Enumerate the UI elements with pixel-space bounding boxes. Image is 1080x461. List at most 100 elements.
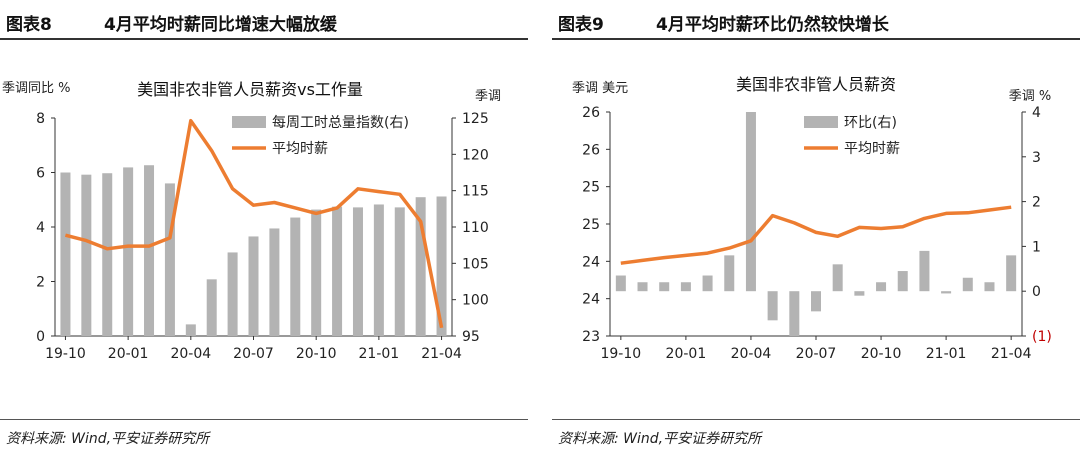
figure-title: 4月平均时薪环比仍然较快增长 [656, 15, 889, 35]
left-tick-label: 25 [582, 217, 600, 233]
left-tick-label: 2 [36, 275, 45, 291]
footer-rule [0, 419, 528, 420]
left-axis-label: 季调同比 % [2, 81, 71, 96]
series-line [620, 205, 1012, 265]
bar [724, 255, 735, 292]
legend-bar-swatch [232, 116, 266, 128]
right-tick-label: 115 [462, 184, 489, 200]
figure-title: 4月平均时薪同比增速大幅放缓 [104, 15, 337, 35]
bar [227, 252, 238, 336]
x-tick-label: 19-10 [45, 346, 86, 362]
bar [1006, 255, 1017, 292]
x-tick-label: 21-04 [991, 346, 1032, 362]
x-tick-label: 21-01 [926, 346, 967, 362]
bar [745, 112, 756, 292]
right-axis-label: 季调 % [1009, 89, 1052, 104]
bar [102, 173, 113, 336]
bar [269, 228, 280, 336]
x-tick-label: 19-10 [600, 346, 641, 362]
left-tick-label: 24 [582, 254, 600, 270]
figure-panel-8: 图表8 4月平均时薪同比增速大幅放缓 美国非农非管人员薪资vs工作量 季调同比 %… [0, 0, 528, 461]
right-tick-label: 3 [1032, 150, 1041, 166]
bar [311, 209, 322, 336]
bar [144, 165, 155, 336]
bar [352, 207, 363, 336]
right-tick-label: 0 [1032, 284, 1041, 300]
bar [615, 275, 626, 292]
left-tick-label: 6 [36, 166, 45, 182]
chart-title: 美国非农非管人员薪资 [736, 75, 896, 94]
x-tick-label: 20-04 [731, 346, 772, 362]
bar [854, 291, 865, 296]
right-tick-label: 95 [462, 329, 480, 345]
bar [637, 282, 648, 292]
bar [394, 207, 405, 336]
figure-number: 图表9 [558, 15, 604, 35]
wage-vs-hours-chart: 美国非农非管人员薪资vs工作量 季调同比 % 季调 0 2 4 6 8 95 100 105 110 1… [2, 80, 501, 362]
bar [680, 282, 691, 292]
left-tick-label: 25 [582, 180, 600, 196]
right-tick-label: 125 [462, 111, 489, 127]
right-tick-label: 105 [462, 256, 489, 272]
bar [60, 172, 71, 336]
x-tick-label: 20-07 [796, 346, 837, 362]
right-tick-label: 100 [462, 293, 489, 309]
bar [789, 291, 800, 336]
figure-header: 图表8 4月平均时薪同比增速大幅放缓 [0, 6, 528, 36]
bar [206, 279, 217, 336]
figure-panel-9: 图表9 4月平均时薪环比仍然较快增长 美国非农非管人员薪资 季调 美元 季调 % 23… [552, 0, 1080, 461]
right-tick-label: 2 [1032, 195, 1041, 211]
bar [659, 282, 670, 292]
bar [962, 277, 973, 292]
header-rule [552, 38, 1080, 40]
chart-title: 美国非农非管人员薪资vs工作量 [137, 80, 363, 99]
left-tick-label: 26 [582, 105, 600, 121]
right-tick-label: 110 [462, 220, 489, 236]
left-tick-label: 26 [582, 142, 600, 158]
header-rule [0, 38, 528, 40]
left-tick-label: 8 [36, 111, 45, 127]
bar [984, 282, 995, 292]
x-tick-label: 20-10 [296, 346, 337, 362]
bar [332, 206, 343, 336]
figure-header: 图表9 4月平均时薪环比仍然较快增长 [552, 6, 1080, 36]
legend-bar-swatch [804, 116, 838, 128]
bar [941, 291, 952, 294]
left-tick-label: 24 [582, 292, 600, 308]
bar [876, 282, 887, 292]
left-tick-label: 4 [36, 220, 45, 236]
footer-rule [552, 419, 1080, 420]
left-tick-label: 0 [36, 329, 45, 345]
source-note: 资料来源: Wind,平安证券研究所 [6, 431, 210, 447]
x-tick-label: 21-01 [359, 346, 400, 362]
legend-bar-label: 环比(右) [844, 115, 897, 131]
left-axis-label: 季调 美元 [572, 81, 628, 96]
bar [185, 324, 196, 336]
right-tick-label: (1) [1032, 329, 1052, 345]
bar [123, 167, 134, 336]
source-note: 资料来源: Wind,平安证券研究所 [558, 431, 762, 447]
legend-line-label: 平均时薪 [272, 141, 328, 157]
bar [811, 291, 821, 312]
x-tick-label: 20-01 [108, 346, 149, 362]
x-tick-label: 20-07 [233, 346, 274, 362]
bar [832, 264, 843, 292]
x-tick-label: 20-04 [170, 346, 211, 362]
bar [248, 236, 259, 336]
right-tick-label: 120 [462, 147, 489, 163]
bar [767, 291, 778, 321]
bar [164, 183, 175, 336]
bar [81, 174, 92, 336]
x-tick-label: 20-10 [861, 346, 902, 362]
right-tick-label: 4 [1032, 105, 1041, 121]
right-tick-label: 1 [1032, 239, 1041, 255]
left-tick-label: 23 [582, 329, 600, 345]
x-tick-label: 20-01 [666, 346, 707, 362]
right-axis-label: 季调 [475, 89, 501, 104]
bar [290, 217, 301, 336]
bar [919, 250, 930, 292]
bar [373, 204, 384, 336]
legend-line-label: 平均时薪 [844, 141, 900, 157]
figure-number: 图表8 [6, 15, 52, 35]
